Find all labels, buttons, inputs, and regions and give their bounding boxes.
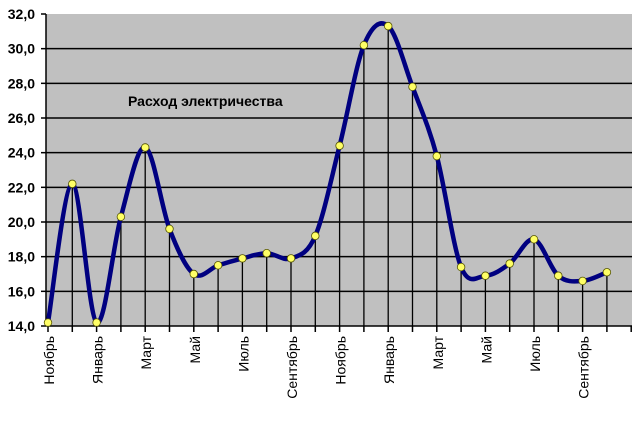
chart-title: Расход электричества [128, 93, 283, 109]
data-point-marker [286, 254, 296, 263]
x-tick-label: Май [478, 336, 494, 363]
data-point-marker [43, 318, 53, 327]
data-point-marker [311, 231, 320, 241]
y-tick-label: 22,0 [8, 179, 35, 195]
data-point-marker [189, 269, 198, 279]
data-point-marker [335, 141, 344, 150]
x-axis-labels: Ноябрь Январь Март Май Июль Сентябрь Ноябрь Янв… [41, 335, 592, 398]
drop-lines [47, 26, 608, 326]
data-point-marker [359, 41, 369, 50]
x-tick-label: Сентябрь [284, 336, 300, 399]
data-point-marker [262, 248, 271, 258]
x-tick-label: Март [430, 335, 446, 369]
data-point-marker [529, 235, 539, 244]
data-point-marker [408, 82, 417, 91]
x-tick-label: Ноябрь [333, 336, 349, 385]
data-point-marker [456, 262, 466, 272]
x-tick-label: Январь [381, 336, 397, 384]
y-tick-label: 14,0 [8, 318, 35, 334]
x-tick-label: Март [138, 335, 154, 369]
y-tick-label: 24,0 [8, 145, 35, 161]
y-axis-labels: 14,0 16,0 18,0 20,0 22,0 24,0 26,0 28,0 30,0 32,0 [8, 6, 35, 334]
x-tick-label: Ноябрь [41, 336, 57, 385]
data-markers [43, 21, 612, 327]
data-point-marker [213, 261, 223, 270]
y-tick-label: 16,0 [8, 283, 35, 299]
data-point-marker [116, 212, 126, 221]
data-point-marker [432, 151, 441, 161]
y-tick-label: 32,0 [8, 6, 35, 22]
data-point-marker [554, 271, 563, 280]
data-point-marker [92, 318, 101, 327]
y-tick-label: 26,0 [8, 110, 35, 126]
data-point-marker [602, 268, 612, 277]
x-tick-label: Сентябрь [576, 336, 592, 399]
data-point-marker [505, 259, 514, 268]
x-tick-label: Июль [235, 336, 251, 372]
x-tick-label: Январь [90, 336, 106, 384]
x-tick-label: Май [187, 336, 203, 363]
data-point-marker [238, 254, 247, 263]
data-point-marker [68, 179, 77, 189]
data-point-marker [578, 276, 587, 286]
y-tick-label: 28,0 [8, 75, 35, 91]
y-tick-label: 18,0 [8, 249, 35, 265]
x-tick-label: Июль [527, 336, 543, 372]
y-tick-label: 30,0 [8, 41, 35, 57]
axes [41, 13, 632, 332]
data-point-marker [165, 224, 174, 234]
y-tick-label: 20,0 [8, 214, 35, 230]
data-point-marker [481, 271, 490, 280]
data-point-marker [140, 143, 150, 152]
data-point-marker [384, 21, 393, 31]
